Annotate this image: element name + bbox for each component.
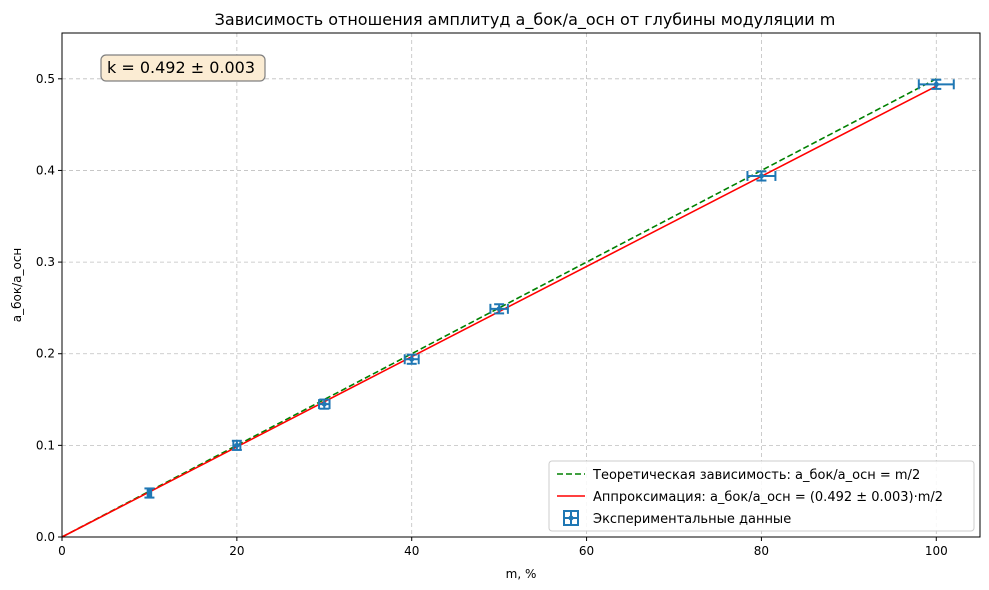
plot-frame xyxy=(61,32,981,538)
y-tick-label-3: 0.3 xyxy=(36,255,55,269)
x-tick-label-1: 20 xyxy=(229,544,244,558)
data-point-marker xyxy=(321,401,327,407)
legend: Теоретическая зависимость: а_бок/а_осн =… xyxy=(548,460,975,532)
fit-annotation: k = 0.492 ± 0.003 xyxy=(100,54,266,82)
x-tick-label-0: 0 xyxy=(58,544,66,558)
x-tick-label-5: 100 xyxy=(925,544,948,558)
x-tick-label-3: 60 xyxy=(579,544,594,558)
data-point-0 xyxy=(144,487,155,499)
data-point-marker xyxy=(758,173,764,179)
data-point-5 xyxy=(746,170,777,182)
axis-ticks: 0 20 40 60 80 100 0.0 0.1 0.2 0.3 0.4 0.5 xyxy=(36,72,948,558)
y-tick-label-1: 0.1 xyxy=(36,438,55,452)
data-point-marker xyxy=(234,442,240,448)
data-point-marker xyxy=(496,306,502,312)
y-axis-label: а_бок/а_осн xyxy=(10,248,24,323)
x-tick-label-2: 40 xyxy=(404,544,419,558)
data-point-4 xyxy=(489,303,509,315)
legend-label-1: Аппроксимация: а_бок/а_осн = (0.492 ± 0.… xyxy=(593,490,943,505)
legend-swatch-2 xyxy=(563,510,579,526)
data-point-marker xyxy=(409,356,415,362)
y-tick-label-0: 0.0 xyxy=(36,530,55,544)
data-point-1 xyxy=(231,439,242,451)
legend-swatch-marker xyxy=(568,515,574,521)
legend-swatch-frame xyxy=(563,510,579,526)
legend-label-0: Теоретическая зависимость: а_бок/а_осн =… xyxy=(592,468,920,483)
legend-box xyxy=(548,460,975,532)
annotation-text: k = 0.492 ± 0.003 xyxy=(107,58,255,77)
chart-title: Зависимость отношения амплитуд а_бок/а_о… xyxy=(215,10,836,30)
data-point-2 xyxy=(318,398,331,410)
y-tick-label-5: 0.5 xyxy=(36,72,55,86)
annotation-box xyxy=(100,54,266,82)
data-point-marker xyxy=(146,490,152,496)
x-axis-label: m, % xyxy=(506,567,537,581)
data-point-3 xyxy=(403,353,420,365)
series-line-0 xyxy=(61,78,937,538)
data-point-6 xyxy=(917,78,955,90)
series-layer xyxy=(61,78,955,538)
y-tick-label-4: 0.4 xyxy=(36,163,55,177)
legend-label-2: Экспериментальные данные xyxy=(593,512,791,527)
x-tick-label-4: 80 xyxy=(754,544,769,558)
y-tick-label-2: 0.2 xyxy=(36,347,55,361)
data-point-marker xyxy=(933,81,939,87)
